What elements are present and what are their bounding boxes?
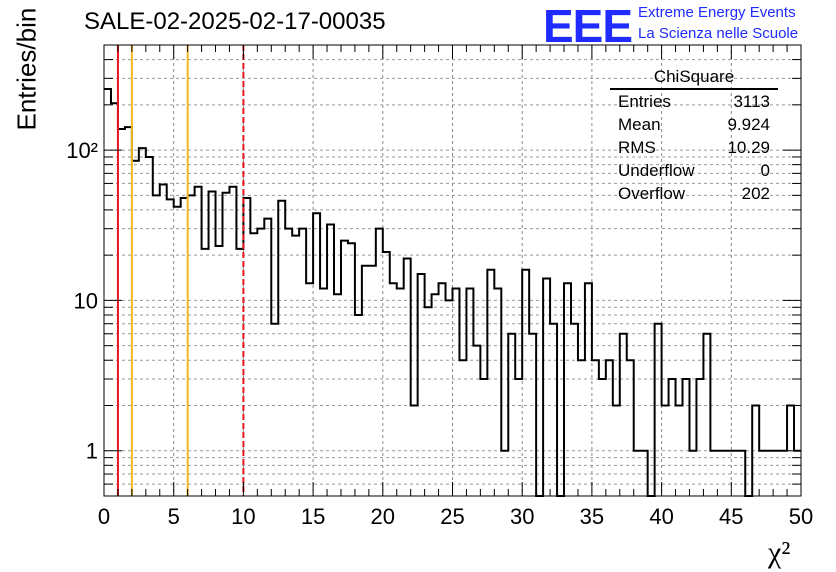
- y-tick-label: 10²: [66, 138, 98, 163]
- stats-label: Mean: [618, 115, 661, 134]
- x-tick-label: 5: [168, 504, 180, 529]
- histogram-line: [104, 87, 801, 497]
- stats-row-overflow: Overflow 202: [610, 182, 778, 205]
- x-tick-label: 35: [580, 504, 604, 529]
- x-axis-label: χ²: [768, 536, 791, 569]
- chart-title: SALE-02-2025-02-17-00035: [84, 8, 386, 35]
- stats-title: ChiSquare: [610, 66, 778, 90]
- stats-value: 10.29: [727, 138, 770, 157]
- x-tick-label: 50: [789, 504, 813, 529]
- stats-value: 3113: [733, 92, 770, 111]
- logo-line-2: La Scienza nelle Scuole: [638, 25, 799, 42]
- axes: 0 5 10 15 20 25 30 35 40 45 50 1 10 10²: [66, 44, 813, 529]
- stats-value: 9.924: [727, 115, 770, 134]
- x-tick-label: 0: [98, 504, 110, 529]
- stats-row-underflow: Underflow 0: [610, 159, 778, 182]
- stats-row-entries: Entries 3113: [610, 90, 778, 113]
- logo-line-1: Extreme Energy Events: [638, 4, 796, 21]
- stats-value: 202: [741, 184, 770, 203]
- stats-row-rms: RMS 10.29: [610, 136, 778, 159]
- y-tick-label: 1: [86, 439, 98, 464]
- stats-row-mean: Mean 9.924: [610, 113, 778, 136]
- x-tick-label: 10: [231, 504, 255, 529]
- stats-value: 0: [760, 161, 770, 180]
- y-tick-label: 10: [74, 288, 98, 313]
- x-tick-label: 45: [719, 504, 743, 529]
- x-tick-label: 30: [510, 504, 534, 529]
- x-tick-label: 40: [649, 504, 673, 529]
- stats-label: RMS: [618, 138, 656, 157]
- y-axis-label: Entries/bin: [11, 7, 42, 131]
- stats-box: ChiSquare Entries 3113 Mean 9.924 RMS 10…: [610, 66, 778, 205]
- x-tick-label: 15: [301, 504, 325, 529]
- stats-label: Entries: [618, 92, 671, 111]
- x-tick-label: 20: [371, 504, 395, 529]
- x-tick-label: 25: [440, 504, 464, 529]
- eee-logo: EEE: [543, 0, 633, 52]
- stats-label: Overflow: [618, 184, 686, 203]
- chart-marks: [104, 45, 801, 497]
- stats-label: Underflow: [618, 161, 695, 180]
